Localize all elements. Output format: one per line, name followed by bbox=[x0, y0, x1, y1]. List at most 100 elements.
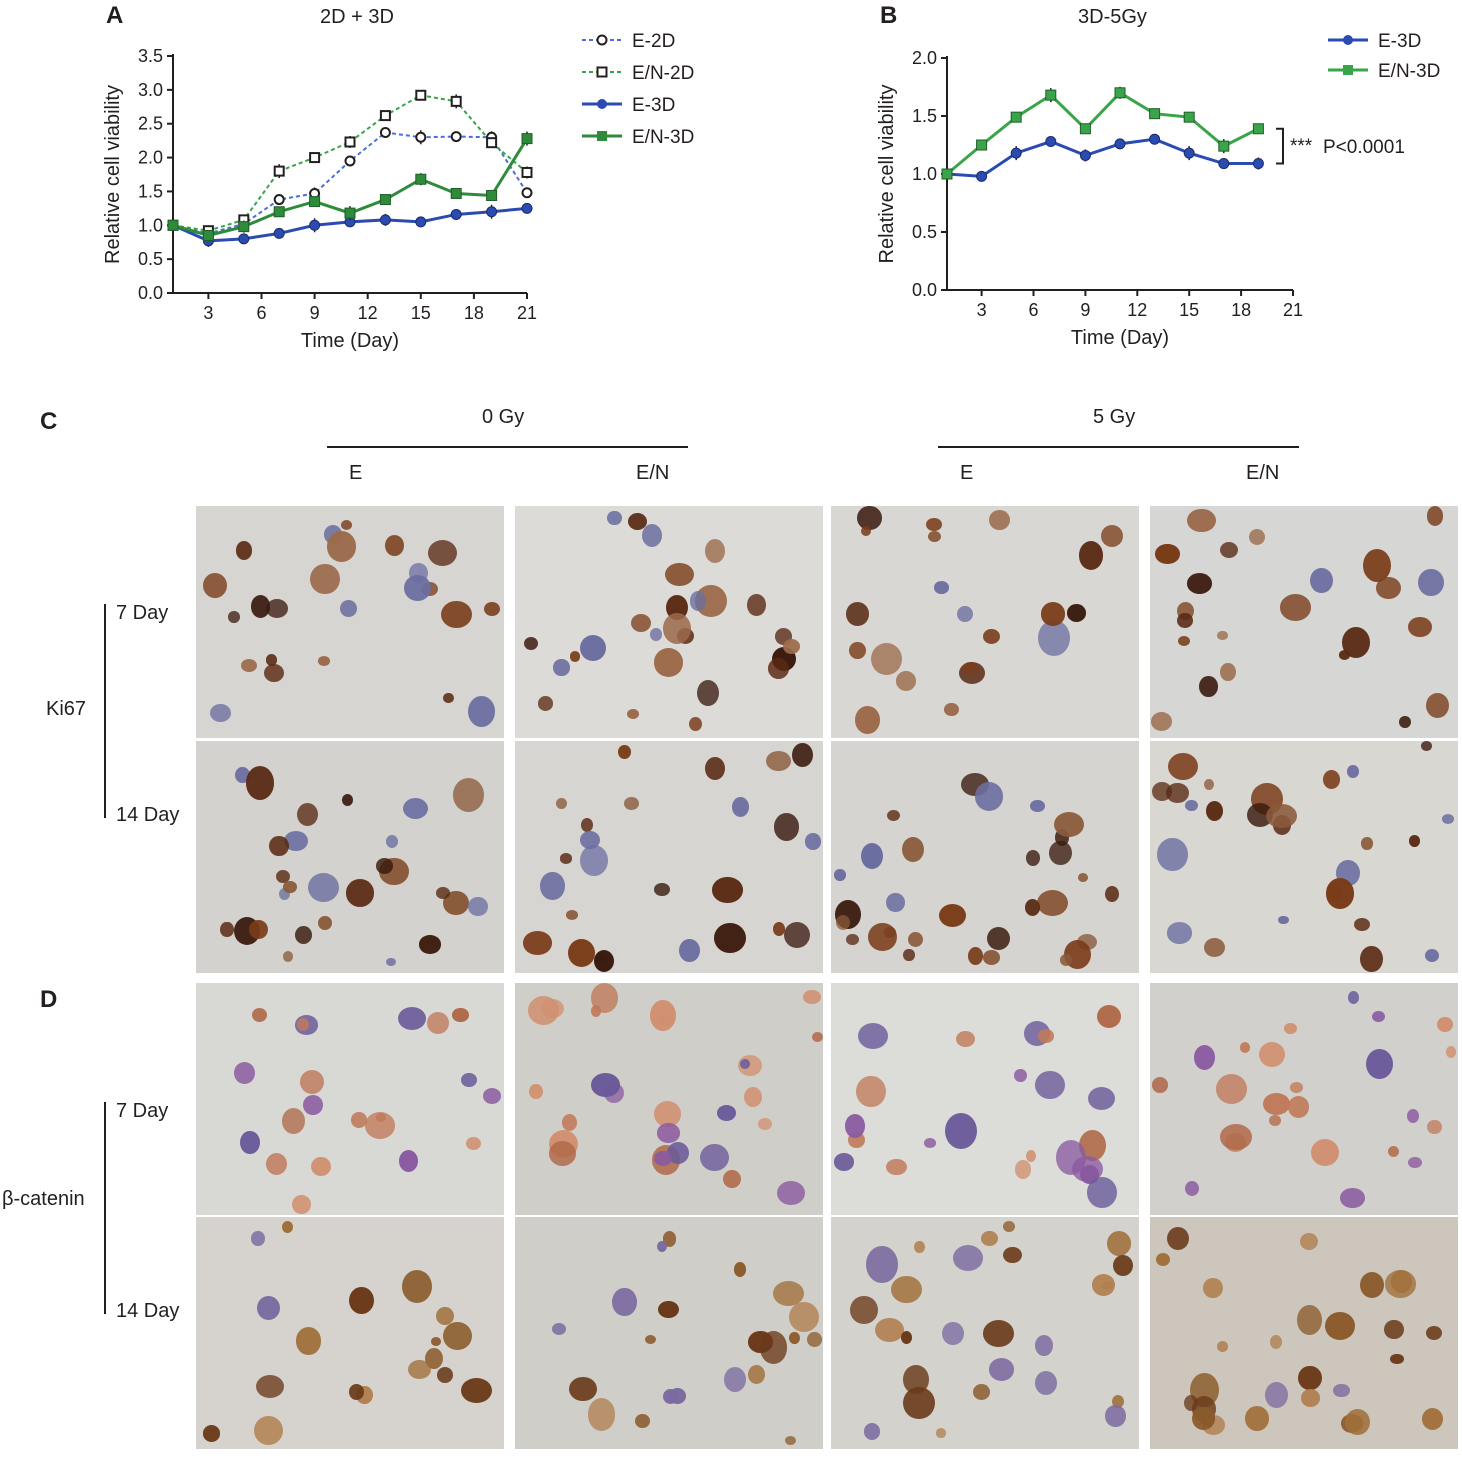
cell-blob bbox=[1168, 752, 1198, 780]
cell-blob bbox=[1054, 812, 1085, 838]
chart-b-series-1-point bbox=[1218, 140, 1230, 152]
chart-a-ytick-label: 2.5 bbox=[138, 114, 163, 134]
cell-blob bbox=[901, 1331, 913, 1345]
cell-blob bbox=[468, 897, 488, 917]
cell-blob bbox=[1262, 1092, 1290, 1115]
cell-blob bbox=[649, 1000, 676, 1032]
cell-blob bbox=[364, 1112, 396, 1139]
chart-b-xtick-label: 21 bbox=[1283, 300, 1303, 320]
cell-blob bbox=[453, 778, 485, 812]
cell-blob bbox=[523, 636, 538, 650]
cell-blob bbox=[850, 1296, 878, 1324]
cell-blob bbox=[785, 1436, 797, 1446]
cell-blob bbox=[1105, 886, 1119, 902]
cell-blob bbox=[1408, 834, 1421, 847]
cell-blob bbox=[1324, 1312, 1355, 1341]
cell-blob bbox=[317, 915, 332, 930]
cell-blob bbox=[1112, 1254, 1134, 1276]
cell-blob bbox=[974, 781, 1004, 811]
cell-blob bbox=[773, 921, 786, 937]
cell-blob bbox=[664, 562, 694, 586]
chart-b-legend-label-0: E-3D bbox=[1378, 31, 1421, 52]
cell-blob bbox=[1013, 1068, 1027, 1083]
cell-blob bbox=[1178, 635, 1190, 646]
cell-blob bbox=[1194, 1045, 1216, 1070]
cell-blob bbox=[402, 797, 429, 820]
cell-blob bbox=[1166, 1226, 1189, 1250]
cell-blob bbox=[657, 1300, 679, 1318]
chart-a-legend-marker-3 bbox=[597, 131, 607, 141]
dose-bracket-5gy bbox=[938, 446, 1299, 448]
cell-blob bbox=[1249, 528, 1266, 545]
cell-blob bbox=[579, 845, 608, 876]
cell-blob bbox=[567, 938, 595, 967]
cell-blob bbox=[776, 1180, 805, 1206]
cell-blob bbox=[1217, 631, 1228, 640]
chart-b-ytick-label: 0.0 bbox=[912, 280, 937, 300]
chart-a-series-0-point bbox=[415, 131, 427, 143]
chart-a-series-0-point bbox=[379, 127, 391, 139]
chart-b-series-1-point bbox=[1010, 111, 1022, 123]
cell-blob bbox=[1184, 1181, 1199, 1197]
cell-blob bbox=[1338, 650, 1351, 661]
chart-b-legend-marker-1 bbox=[1343, 65, 1353, 75]
cell-blob bbox=[1289, 1081, 1304, 1093]
cell-blob bbox=[466, 1137, 482, 1150]
cell-blob bbox=[1166, 783, 1189, 803]
chart-b-series-0-point bbox=[1114, 138, 1126, 150]
chart-b-ylabel: Relative cell viability bbox=[876, 85, 898, 264]
cell-blob bbox=[903, 948, 915, 962]
cell-blob bbox=[1185, 800, 1198, 812]
cell-blob bbox=[1421, 1407, 1443, 1430]
cell-blob bbox=[669, 1388, 686, 1405]
cell-blob bbox=[1030, 800, 1045, 813]
chart-b-xtick-label: 9 bbox=[1080, 300, 1090, 320]
cell-blob bbox=[653, 1101, 682, 1128]
cell-blob bbox=[468, 696, 496, 727]
cell-blob bbox=[1203, 938, 1225, 957]
cell-blob bbox=[590, 1073, 621, 1098]
chart-a-series-0-point bbox=[344, 155, 356, 167]
cell-blob bbox=[245, 766, 274, 801]
cell-blob bbox=[569, 1376, 598, 1402]
chart-b-ytick-label: 1.5 bbox=[912, 106, 937, 126]
cell-blob bbox=[860, 525, 871, 537]
cell-blob bbox=[789, 1331, 800, 1345]
cell-blob bbox=[436, 887, 450, 899]
chart-a-xlabel: Time (Day) bbox=[301, 330, 399, 352]
cell-blob bbox=[989, 1358, 1015, 1381]
cell-blob bbox=[346, 879, 374, 907]
cell-blob bbox=[452, 1008, 469, 1023]
cell-blob bbox=[924, 1138, 936, 1148]
cell-blob bbox=[1296, 1304, 1322, 1335]
chart-b-series-1-point bbox=[1045, 89, 1057, 101]
cell-blob bbox=[235, 541, 253, 560]
cell-blob bbox=[569, 651, 581, 662]
cell-blob bbox=[768, 658, 790, 679]
cell-blob bbox=[1375, 576, 1401, 600]
cell-blob bbox=[1408, 616, 1433, 638]
cell-blob bbox=[318, 655, 330, 666]
cell-blob bbox=[281, 1108, 305, 1134]
chart-a-series-3-point bbox=[486, 189, 498, 201]
cell-blob bbox=[580, 831, 601, 850]
cell-blob bbox=[1240, 1042, 1251, 1053]
cell-blob bbox=[1204, 778, 1215, 791]
cell-blob bbox=[987, 927, 1011, 951]
cell-blob bbox=[310, 563, 340, 595]
cell-blob bbox=[657, 1241, 668, 1253]
chart-b-series-0-point bbox=[1218, 158, 1230, 170]
cell-blob bbox=[281, 1220, 293, 1233]
cell-blob bbox=[565, 910, 578, 921]
cell-blob bbox=[560, 853, 572, 864]
cell-blob bbox=[733, 1262, 746, 1277]
cell-blob bbox=[590, 1004, 602, 1017]
cell-blob bbox=[398, 1007, 427, 1031]
cell-blob bbox=[834, 1153, 855, 1171]
cell-blob bbox=[667, 1142, 690, 1165]
chart-a-series-2-point bbox=[273, 227, 285, 239]
cell-blob bbox=[587, 1398, 616, 1431]
chart-a-xtick-label: 9 bbox=[310, 303, 320, 323]
chart-b-series-0-point bbox=[1079, 149, 1091, 161]
chart-b-xtick-label: 18 bbox=[1231, 300, 1251, 320]
